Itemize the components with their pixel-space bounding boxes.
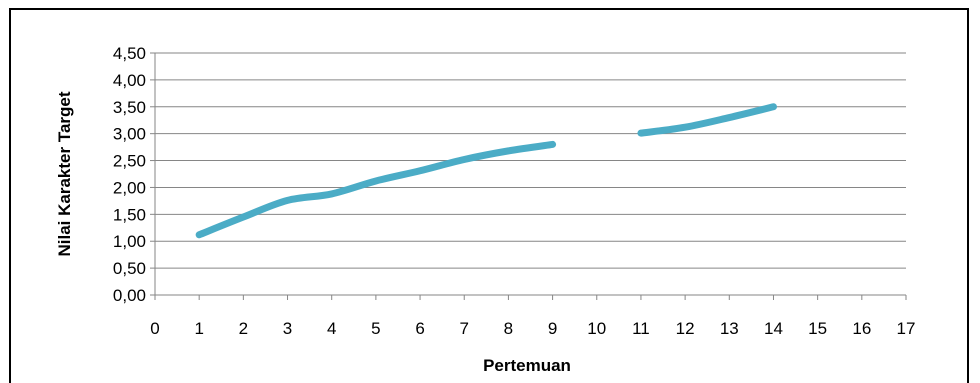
- x-tick-label: 14: [764, 319, 783, 338]
- x-tick-label: 2: [239, 319, 248, 338]
- y-tick-label: 0,00: [113, 286, 146, 305]
- y-tick-label: 2,50: [113, 152, 146, 171]
- axes: [150, 52, 907, 300]
- series-line-segment: [637, 103, 777, 137]
- y-tick-label: 1,50: [113, 205, 146, 224]
- y-tick-label: 3,50: [113, 98, 146, 117]
- x-tick-label: 3: [283, 319, 292, 338]
- x-tick-label: 11: [632, 319, 650, 338]
- y-tick-label: 0,50: [113, 259, 146, 278]
- series-line-segment: [195, 140, 557, 239]
- x-tick-label: 7: [460, 319, 469, 338]
- gridlines: [155, 52, 906, 269]
- chart-frame: [9, 8, 969, 383]
- x-tick-label: 0: [150, 319, 159, 338]
- x-tick-label: 16: [852, 319, 871, 338]
- x-tick-label: 12: [676, 319, 695, 338]
- y-tick-label: 4,50: [113, 44, 146, 63]
- x-tick-label: 8: [504, 319, 513, 338]
- y-tick-label: 2,00: [113, 178, 146, 197]
- y-tick-label: 3,00: [113, 125, 146, 144]
- x-tick-label: 4: [327, 319, 336, 338]
- x-tick-labels: 0 1 2 3 4 5 6 7 8 9 10 11 12 13 14 15 16 17: [150, 319, 915, 338]
- x-tick-label: 6: [415, 319, 424, 338]
- y-tick-labels: 0,00 0,50 1,00 1,50 2,00 2,50 3,00 3,50 4,00 4,50: [113, 44, 146, 305]
- x-tick-label: 17: [897, 319, 916, 338]
- y-tick-label: 4,00: [113, 71, 146, 90]
- y-tick-label: 1,00: [113, 232, 146, 251]
- x-tick-label: 10: [587, 319, 606, 338]
- x-tick-label: 5: [371, 319, 380, 338]
- x-axis-title: Pertemuan: [483, 356, 571, 375]
- x-tick-label: 9: [548, 319, 557, 338]
- series-lines: [195, 103, 777, 239]
- x-tick-label: 15: [808, 319, 827, 338]
- y-axis-title: Nilai Karakter Target: [55, 91, 74, 256]
- x-tick-label: 13: [720, 319, 739, 338]
- x-tick-label: 1: [194, 319, 203, 338]
